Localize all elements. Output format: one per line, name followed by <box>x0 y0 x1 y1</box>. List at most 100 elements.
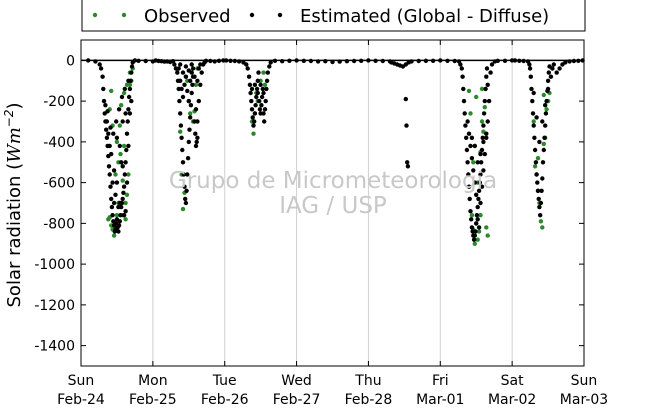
estimated-point <box>530 111 536 116</box>
observed-point <box>468 111 473 116</box>
estimated-point <box>469 135 475 140</box>
y-axis-label-exponent: −2 <box>2 110 16 128</box>
y-tick-label: -200 <box>43 94 75 110</box>
estimated-point <box>280 59 285 64</box>
estimated-point <box>236 59 242 64</box>
estimated-point <box>203 58 209 63</box>
estimated-point <box>182 82 187 88</box>
estimated-point <box>474 213 480 218</box>
estimated-point <box>264 86 269 92</box>
estimated-point <box>260 86 265 92</box>
estimated-point <box>257 98 262 104</box>
estimated-point <box>541 147 546 153</box>
estimated-point <box>543 111 549 116</box>
estimated-point <box>405 164 411 169</box>
x-tick-label-day: Sat <box>501 373 524 389</box>
estimated-point <box>540 160 546 165</box>
estimated-point <box>119 94 125 100</box>
y-tick-label: -1200 <box>34 298 75 314</box>
estimated-point <box>129 98 134 104</box>
estimated-point <box>527 62 532 67</box>
estimated-point <box>551 62 556 67</box>
estimated-point <box>193 131 198 136</box>
data-points <box>86 58 585 246</box>
estimated-point <box>104 127 109 132</box>
estimated-point <box>177 98 182 104</box>
estimated-point <box>178 62 183 67</box>
estimated-point <box>187 127 192 132</box>
estimated-point <box>571 58 577 64</box>
x-tick-label-day: Thu <box>354 373 381 389</box>
estimated-point <box>482 151 487 157</box>
estimated-point <box>308 58 314 64</box>
estimated-point <box>127 86 133 92</box>
estimated-point <box>476 188 482 193</box>
estimated-point <box>323 59 328 64</box>
estimated-point <box>93 59 98 64</box>
legend-label-observed: Observed <box>144 6 231 27</box>
estimated-point <box>108 125 113 130</box>
estimated-point <box>252 111 258 116</box>
observed-point <box>479 119 485 124</box>
legend-marker-observed <box>92 12 98 18</box>
estimated-point <box>259 94 265 100</box>
plot-area: Grupo de Micrometeorologia IAG / USP 0 -2… <box>34 39 608 408</box>
estimated-point <box>484 131 489 136</box>
estimated-point <box>109 204 115 210</box>
estimated-point <box>469 217 474 222</box>
estimated-point <box>252 119 257 124</box>
estimated-point <box>485 119 490 124</box>
estimated-point <box>263 98 268 104</box>
observed-point <box>261 70 266 75</box>
estimated-point <box>535 180 540 185</box>
gridlines <box>152 40 513 366</box>
estimated-point <box>475 217 480 222</box>
estimated-point <box>104 135 110 140</box>
observed-point <box>475 237 480 242</box>
estimated-point <box>188 115 193 120</box>
estimated-point <box>106 164 112 169</box>
legend-marker-estimated <box>277 12 283 18</box>
estimated-point <box>111 200 117 206</box>
legend-entry-observed: Observed <box>92 6 231 27</box>
observed-point <box>113 172 118 177</box>
estimated-point <box>528 74 533 79</box>
estimated-point <box>255 78 260 84</box>
estimated-point <box>129 64 135 69</box>
estimated-point <box>495 58 500 63</box>
estimated-point <box>124 147 129 153</box>
estimated-point <box>110 180 115 185</box>
estimated-point <box>479 184 485 189</box>
estimated-point <box>123 209 128 214</box>
estimated-point <box>262 107 268 112</box>
estimated-point <box>475 204 480 210</box>
estimated-point <box>476 225 482 230</box>
estimated-point <box>474 221 479 226</box>
observed-point <box>123 200 128 206</box>
observed-point <box>469 213 475 218</box>
estimated-point <box>255 90 260 96</box>
estimated-point <box>175 70 180 75</box>
estimated-point <box>543 103 548 108</box>
estimated-point <box>545 86 551 92</box>
estimated-point <box>116 204 121 210</box>
estimated-point <box>476 196 481 202</box>
observed-point <box>482 105 487 110</box>
estimated-point <box>104 119 110 124</box>
estimated-point <box>178 78 183 84</box>
estimated-point <box>198 82 203 88</box>
estimated-point <box>248 90 253 96</box>
estimated-point <box>469 225 475 230</box>
estimated-point <box>359 58 364 63</box>
estimated-point <box>216 58 222 63</box>
estimated-point <box>481 111 487 116</box>
estimated-point <box>170 59 176 64</box>
estimated-point <box>472 233 477 238</box>
estimated-point <box>181 172 186 177</box>
x-tick-label-date: Feb-27 <box>273 392 321 408</box>
estimated-point <box>124 180 130 185</box>
y-axis: 0 -200 -400 -600 -800 -1000 -1200 -1400 <box>34 53 584 355</box>
watermark-line-1: Grupo de Micrometeorologia <box>169 168 497 194</box>
estimated-point <box>567 59 572 64</box>
estimated-point <box>538 213 543 218</box>
